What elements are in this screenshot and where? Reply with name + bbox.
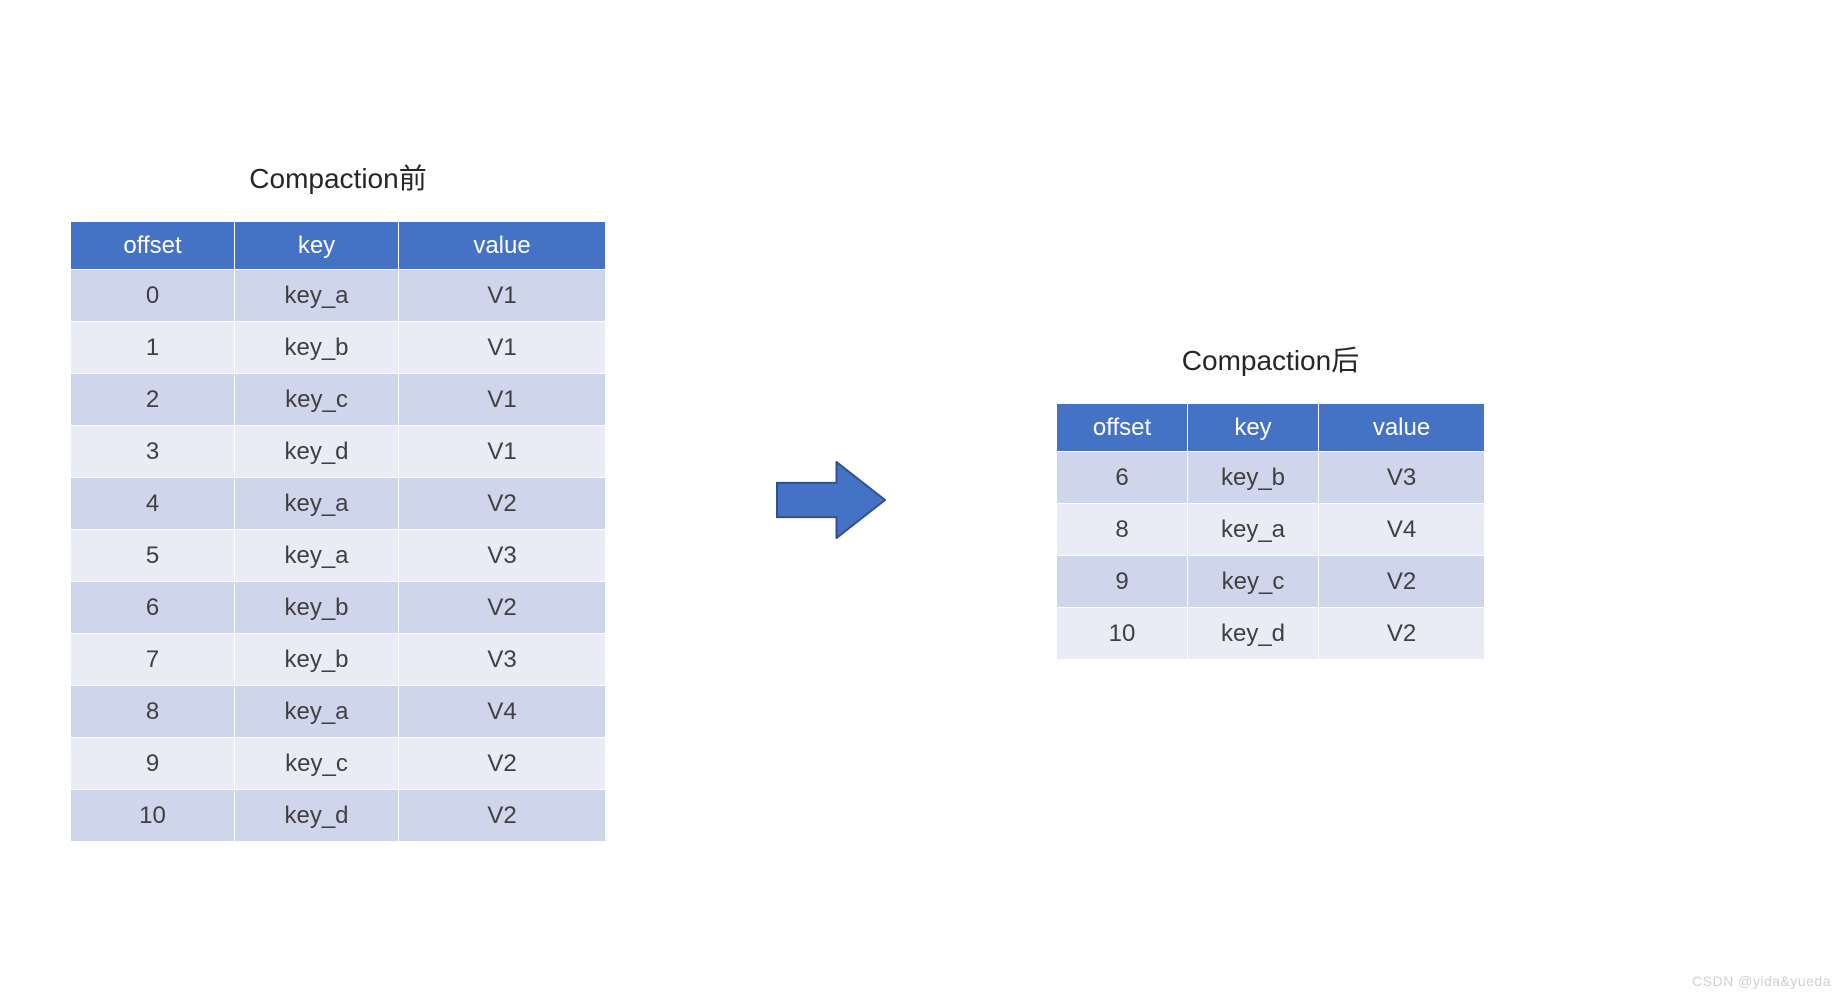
table-row: 5key_aV3 [71, 530, 606, 582]
table-cell: 6 [71, 582, 235, 634]
table-cell: key_a [1188, 504, 1319, 556]
table-cell: V2 [399, 790, 606, 842]
table-cell: key_a [235, 270, 399, 322]
table-cell: key_c [235, 374, 399, 426]
table-row: 10key_dV2 [71, 790, 606, 842]
arrow [776, 0, 886, 999]
table-row: 6key_bV2 [71, 582, 606, 634]
table-header-cell: offset [71, 222, 235, 270]
table-row: 6key_bV3 [1057, 452, 1485, 504]
table-cell: key_c [1188, 556, 1319, 608]
right-title: Compaction后 [1182, 339, 1359, 379]
table-cell: 5 [71, 530, 235, 582]
table-header-cell: offset [1057, 404, 1188, 452]
table-cell: key_d [235, 426, 399, 478]
table-header-cell: key [1188, 404, 1319, 452]
table-cell: V2 [399, 738, 606, 790]
table-header-cell: value [1319, 404, 1485, 452]
table-cell: key_b [235, 582, 399, 634]
table-cell: 8 [1057, 504, 1188, 556]
table-cell: V2 [1319, 556, 1485, 608]
table-cell: V3 [399, 530, 606, 582]
table-cell: V1 [399, 374, 606, 426]
table-row: 1key_bV1 [71, 322, 606, 374]
table-cell: 8 [71, 686, 235, 738]
table-row: 4key_aV2 [71, 478, 606, 530]
table-cell: 10 [1057, 608, 1188, 660]
table-cell: V1 [399, 270, 606, 322]
table-header-cell: key [235, 222, 399, 270]
table-row: 8key_aV4 [71, 686, 606, 738]
table-row: 2key_cV1 [71, 374, 606, 426]
table-cell: 3 [71, 426, 235, 478]
table-row: 7key_bV3 [71, 634, 606, 686]
left-table-block: Compaction前 offsetkeyvalue 0key_aV11key_… [70, 157, 606, 842]
table-row: 3key_dV1 [71, 426, 606, 478]
table-cell: key_d [1188, 608, 1319, 660]
table-row: 10key_dV2 [1057, 608, 1485, 660]
table-cell: V3 [399, 634, 606, 686]
table-row: 9key_cV2 [1057, 556, 1485, 608]
table-cell: 4 [71, 478, 235, 530]
table-cell: V4 [1319, 504, 1485, 556]
table-cell: V3 [1319, 452, 1485, 504]
table-cell: 10 [71, 790, 235, 842]
table-cell: key_b [1188, 452, 1319, 504]
table-row: 0key_aV1 [71, 270, 606, 322]
table-cell: 6 [1057, 452, 1188, 504]
left-table: offsetkeyvalue 0key_aV11key_bV12key_cV13… [70, 221, 606, 842]
table-cell: 9 [1057, 556, 1188, 608]
table-cell: V1 [399, 426, 606, 478]
right-table-block: Compaction后 offsetkeyvalue 6key_bV38key_… [1056, 339, 1485, 660]
table-cell: key_b [235, 634, 399, 686]
table-row: 9key_cV2 [71, 738, 606, 790]
watermark: CSDN @yida&yueda [1692, 973, 1831, 989]
table-cell: key_a [235, 686, 399, 738]
table-row: 8key_aV4 [1057, 504, 1485, 556]
table-cell: V2 [1319, 608, 1485, 660]
table-cell: key_c [235, 738, 399, 790]
table-cell: key_a [235, 530, 399, 582]
table-header-cell: value [399, 222, 606, 270]
table-cell: 7 [71, 634, 235, 686]
table-cell: 1 [71, 322, 235, 374]
table-cell: 2 [71, 374, 235, 426]
left-title: Compaction前 [249, 157, 426, 197]
table-cell: V4 [399, 686, 606, 738]
table-cell: 0 [71, 270, 235, 322]
table-cell: V2 [399, 582, 606, 634]
table-cell: key_b [235, 322, 399, 374]
table-cell: 9 [71, 738, 235, 790]
table-cell: key_a [235, 478, 399, 530]
table-cell: V2 [399, 478, 606, 530]
table-cell: V1 [399, 322, 606, 374]
table-cell: key_d [235, 790, 399, 842]
right-table: offsetkeyvalue 6key_bV38key_aV49key_cV21… [1056, 403, 1485, 660]
